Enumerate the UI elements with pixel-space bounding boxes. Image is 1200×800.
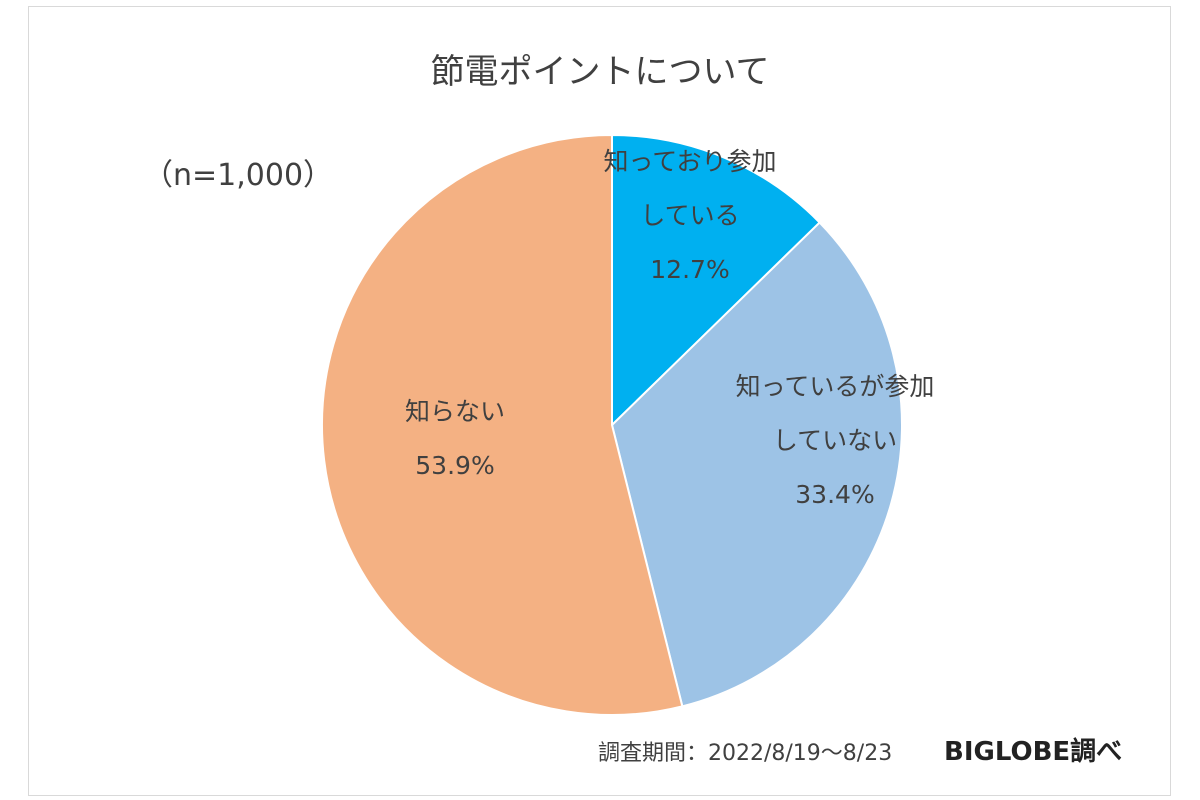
slice-label-0-line-0: 知っており参加: [603, 147, 776, 176]
slice-value-2: 53.9%: [415, 451, 494, 480]
sample-size-note: （n=1,000）: [143, 158, 334, 193]
slice-value-1: 33.4%: [795, 480, 874, 509]
survey-period: 調査期間：2022/8/19〜8/23: [598, 741, 893, 766]
pie-slice-2: [321, 133, 684, 716]
slice-label-2-line-0: 知らない: [405, 397, 505, 426]
slice-label-0-line-1: している: [640, 201, 739, 230]
slice-label-1-line-1: していない: [773, 426, 897, 455]
slice-label-1-line-0: 知っているが参加: [736, 372, 935, 401]
slice-value-0: 12.7%: [650, 255, 729, 284]
pie-slice-1: [610, 221, 903, 708]
pie-slice-0: [611, 133, 822, 428]
source-credit: BIGLOBE調べ: [944, 737, 1123, 767]
chart-title: 節電ポイントについて: [430, 52, 770, 92]
